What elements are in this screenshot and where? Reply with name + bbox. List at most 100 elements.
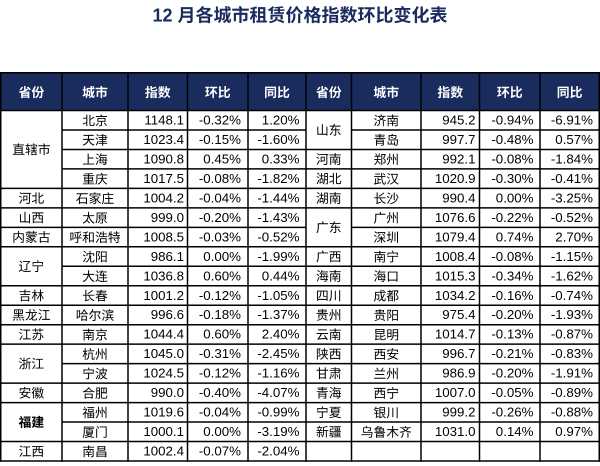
svg-text:-0.15%: -0.15% [199,132,241,147]
svg-text:1002.4: 1002.4 [143,444,184,459]
svg-text:-0.88%: -0.88% [551,405,593,420]
svg-text:-0.40%: -0.40% [199,385,241,400]
svg-text:-1.82%: -1.82% [257,171,299,186]
svg-text:945.2: 945.2 [442,113,475,128]
svg-text:-1.84%: -1.84% [551,151,593,166]
svg-text:2.70%: 2.70% [555,229,593,244]
svg-text:1007.0: 1007.0 [435,385,476,400]
svg-text:-0.52%: -0.52% [551,210,593,225]
svg-text:-0.05%: -0.05% [491,385,533,400]
svg-text:1076.6: 1076.6 [435,210,476,225]
svg-text:-0.99%: -0.99% [257,405,299,420]
svg-text:-0.20%: -0.20% [491,307,533,322]
svg-text:999.0: 999.0 [151,210,184,225]
svg-text:-1.91%: -1.91% [551,366,593,381]
svg-text:-0.13%: -0.13% [491,327,533,342]
svg-text:0.00%: 0.00% [203,424,241,439]
svg-text:-0.07%: -0.07% [199,444,241,459]
svg-text:986.9: 986.9 [442,366,475,381]
svg-text:-0.32%: -0.32% [199,113,241,128]
svg-text:1008.5: 1008.5 [143,229,184,244]
svg-text:1031.0: 1031.0 [435,424,476,439]
svg-text:975.4: 975.4 [442,307,475,322]
svg-text:-1.16%: -1.16% [257,366,299,381]
svg-text:-0.16%: -0.16% [491,288,533,303]
svg-text:0.97%: 0.97% [555,424,593,439]
svg-text:999.2: 999.2 [442,405,475,420]
svg-text:-0.04%: -0.04% [199,190,241,205]
svg-text:1.20%: 1.20% [262,113,300,128]
svg-text:-1.62%: -1.62% [551,268,593,283]
svg-text:0.14%: 0.14% [496,424,534,439]
svg-text:-0.52%: -0.52% [257,229,299,244]
svg-text:0.74%: 0.74% [496,229,534,244]
svg-text:1004.2: 1004.2 [143,190,184,205]
svg-text:0.57%: 0.57% [555,132,593,147]
svg-text:1008.4: 1008.4 [435,249,476,264]
svg-text:-2.04%: -2.04% [257,444,299,459]
svg-text:-1.43%: -1.43% [257,210,299,225]
svg-text:0.60%: 0.60% [203,327,241,342]
svg-text:-0.30%: -0.30% [491,171,533,186]
svg-text:-0.03%: -0.03% [199,229,241,244]
svg-text:1024.5: 1024.5 [143,366,184,381]
svg-text:0.45%: 0.45% [203,151,241,166]
svg-text:996.6: 996.6 [151,307,184,322]
svg-text:-1.93%: -1.93% [551,307,593,322]
svg-text:0.60%: 0.60% [203,268,241,283]
svg-text:12: 12 [152,6,172,26]
svg-text:-3.25%: -3.25% [551,190,593,205]
svg-text:-0.12%: -0.12% [199,288,241,303]
svg-text:-1.37%: -1.37% [257,307,299,322]
svg-text:-0.08%: -0.08% [491,151,533,166]
svg-text:986.1: 986.1 [151,249,184,264]
svg-text:1090.8: 1090.8 [143,151,184,166]
svg-text:-0.21%: -0.21% [491,346,533,361]
svg-text:990.4: 990.4 [442,190,475,205]
svg-text:-1.44%: -1.44% [257,190,299,205]
svg-text:-0.22%: -0.22% [491,210,533,225]
svg-text:990.0: 990.0 [151,385,184,400]
svg-text:-0.04%: -0.04% [199,405,241,420]
svg-text:-0.18%: -0.18% [199,307,241,322]
svg-text:-0.26%: -0.26% [491,405,533,420]
svg-text:1000.1: 1000.1 [143,424,184,439]
svg-text:1045.0: 1045.0 [143,346,184,361]
svg-text:2.40%: 2.40% [262,327,300,342]
svg-text:1079.4: 1079.4 [435,229,476,244]
svg-text:1001.2: 1001.2 [143,288,184,303]
svg-text:-0.08%: -0.08% [199,171,241,186]
svg-text:1020.9: 1020.9 [435,171,476,186]
svg-text:1044.4: 1044.4 [143,327,184,342]
svg-text:-4.07%: -4.07% [257,385,299,400]
svg-text:992.1: 992.1 [442,151,475,166]
svg-text:1148.1: 1148.1 [144,113,184,128]
svg-text:1017.5: 1017.5 [143,171,184,186]
svg-text:-0.20%: -0.20% [199,210,241,225]
svg-text:-0.31%: -0.31% [199,346,241,361]
svg-text:1014.7: 1014.7 [435,327,476,342]
svg-text:996.7: 996.7 [442,346,475,361]
svg-text:-0.12%: -0.12% [199,366,241,381]
svg-text:-1.15%: -1.15% [551,249,593,264]
svg-text:1034.2: 1034.2 [435,288,476,303]
svg-text:1036.8: 1036.8 [143,268,184,283]
svg-text:-0.20%: -0.20% [491,366,533,381]
svg-text:-0.83%: -0.83% [551,346,593,361]
svg-text:-0.87%: -0.87% [551,327,593,342]
svg-text:-1.05%: -1.05% [257,288,299,303]
svg-text:-0.89%: -0.89% [551,385,593,400]
svg-text:-2.45%: -2.45% [257,346,299,361]
svg-text:-0.34%: -0.34% [491,268,533,283]
svg-text:-1.60%: -1.60% [257,132,299,147]
svg-text:1015.3: 1015.3 [435,268,476,283]
svg-text:0.00%: 0.00% [496,190,534,205]
svg-text:1023.4: 1023.4 [143,132,184,147]
svg-text:0.33%: 0.33% [262,151,300,166]
svg-text:1019.6: 1019.6 [143,405,184,420]
svg-text:0.44%: 0.44% [262,268,300,283]
svg-text:997.7: 997.7 [442,132,475,147]
svg-text:-0.08%: -0.08% [491,249,533,264]
svg-text:0.00%: 0.00% [203,249,241,264]
svg-text:-0.41%: -0.41% [551,171,593,186]
